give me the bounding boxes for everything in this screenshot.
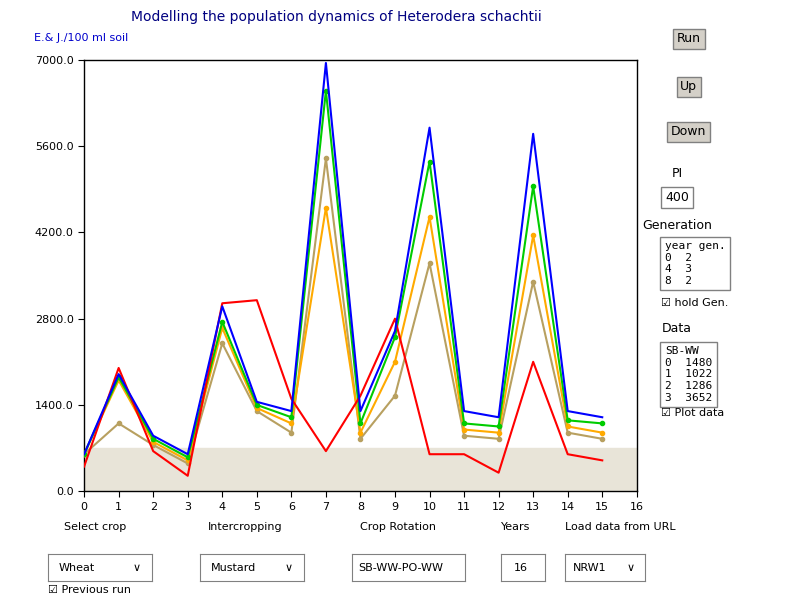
Text: NRW1: NRW1	[573, 562, 606, 573]
Text: E.& J./100 ml soil: E.& J./100 ml soil	[34, 33, 129, 43]
Text: Down: Down	[671, 125, 706, 138]
Text: ∨: ∨	[626, 562, 634, 573]
Text: PI: PI	[671, 167, 682, 180]
Text: Wheat: Wheat	[58, 562, 95, 573]
Text: Crop Rotation: Crop Rotation	[360, 522, 437, 532]
Text: Load data from URL: Load data from URL	[565, 522, 675, 532]
Text: SB-WW-PO-WW: SB-WW-PO-WW	[358, 562, 443, 573]
Text: Up: Up	[680, 80, 698, 93]
Text: Select crop: Select crop	[64, 522, 127, 532]
Text: ∨: ∨	[284, 562, 293, 573]
Text: Modelling the population dynamics of Heterodera schachtii: Modelling the population dynamics of Het…	[131, 10, 541, 24]
Text: Years: Years	[501, 522, 530, 532]
Text: Mustard: Mustard	[211, 562, 256, 573]
Text: year gen.
0  2
4  3
8  2: year gen. 0 2 4 3 8 2	[665, 241, 726, 286]
Text: Intercropping: Intercropping	[208, 522, 283, 532]
Text: Data: Data	[662, 322, 692, 335]
Text: ☑ Previous run: ☑ Previous run	[48, 585, 131, 595]
Text: SB-WW
0  1480
1  1022
2  1286
3  3652: SB-WW 0 1480 1 1022 2 1286 3 3652	[665, 346, 712, 403]
Text: ☑ hold Gen.: ☑ hold Gen.	[661, 298, 728, 307]
Text: 400: 400	[665, 191, 689, 204]
Text: Generation: Generation	[642, 219, 712, 232]
Bar	[84, 448, 637, 491]
Text: Run: Run	[677, 32, 701, 46]
Text: ∨: ∨	[132, 562, 141, 573]
Text: 16: 16	[514, 562, 528, 573]
Text: ☑ Plot data: ☑ Plot data	[661, 409, 724, 418]
